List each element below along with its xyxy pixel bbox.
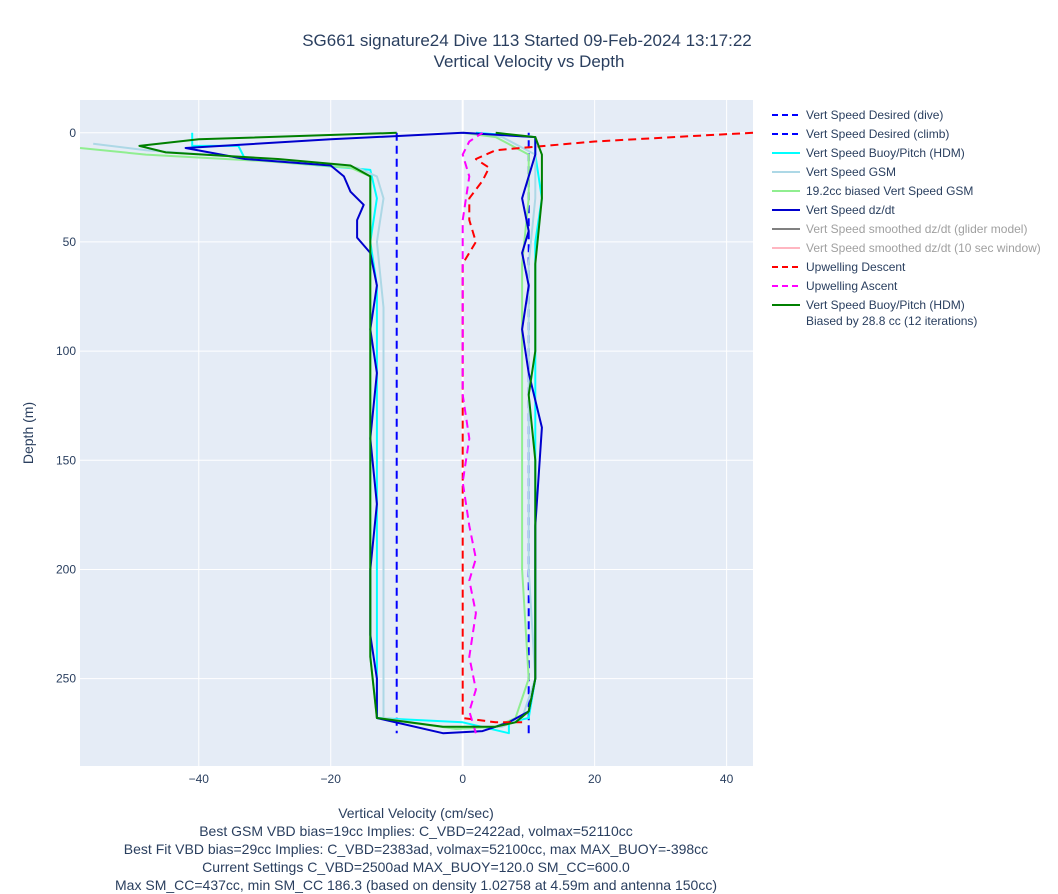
chart-note: Best GSM VBD bias=19cc Implies: C_VBD=24… [199, 823, 633, 839]
axis-ticks: −40 −20 0 20 40 0 50 100 150 200 250 [56, 126, 734, 786]
legend-item-label[interactable]: Vert Speed smoothed dz/dt (glider model) [806, 222, 1027, 236]
legend-item-label[interactable]: Vert Speed dz/dt [806, 203, 895, 217]
legend-item-label[interactable]: Vert Speed Buoy/Pitch (HDM) [806, 298, 965, 312]
chart-note: Current Settings C_VBD=2500ad MAX_BUOY=1… [202, 859, 630, 875]
y-tick-label: 50 [63, 235, 77, 249]
y-tick-label: 150 [56, 453, 76, 467]
x-tick-label: 40 [720, 772, 734, 786]
y-tick-label: 100 [56, 344, 76, 358]
y-tick-label: 0 [69, 126, 76, 140]
legend-item-label-line2: Biased by 28.8 cc (12 iterations) [806, 314, 977, 328]
legend-item-label[interactable]: Vert Speed GSM [806, 165, 896, 179]
legend-item-label[interactable]: Upwelling Descent [806, 260, 906, 274]
y-tick-label: 250 [56, 672, 76, 686]
chart-notes: Best GSM VBD bias=19cc Implies: C_VBD=24… [115, 823, 717, 893]
legend-item-label[interactable]: Upwelling Ascent [806, 279, 898, 293]
plot-area[interactable] [79, 131, 754, 735]
series-line-10[interactable] [138, 131, 543, 728]
legend-item-label[interactable]: 19.2cc biased Vert Speed GSM [806, 184, 973, 198]
chart-title: SG661 signature24 Dive 113 Started 09-Fe… [302, 31, 752, 50]
grid-lines [80, 100, 753, 766]
chart-note: Best Fit VBD bias=29cc Implies: C_VBD=23… [124, 841, 708, 857]
y-axis-title: Depth (m) [20, 402, 36, 464]
legend: Vert Speed Desired (dive) Vert Speed Desi… [772, 108, 1041, 328]
x-tick-label: −40 [189, 772, 210, 786]
legend-item-label[interactable]: Vert Speed Desired (dive) [806, 108, 943, 122]
chart-note: Max SM_CC=437cc, min SM_CC 186.3 (based … [115, 877, 717, 893]
legend-item-label[interactable]: Vert Speed Desired (climb) [806, 127, 949, 141]
x-tick-label: 20 [588, 772, 602, 786]
series-line-9[interactable] [461, 131, 484, 734]
x-tick-label: 0 [459, 772, 466, 786]
legend-item-label[interactable]: Vert Speed Buoy/Pitch (HDM) [806, 146, 965, 160]
x-axis-title: Vertical Velocity (cm/sec) [338, 805, 494, 821]
y-tick-label: 200 [56, 562, 76, 576]
plot-background [80, 100, 753, 766]
legend-item-label[interactable]: Vert Speed smoothed dz/dt (10 sec window… [806, 241, 1041, 255]
chart-subtitle: Vertical Velocity vs Depth [434, 52, 625, 71]
series-line-5[interactable] [184, 131, 543, 735]
x-tick-label: −20 [321, 772, 342, 786]
series-line-8[interactable] [461, 131, 754, 724]
